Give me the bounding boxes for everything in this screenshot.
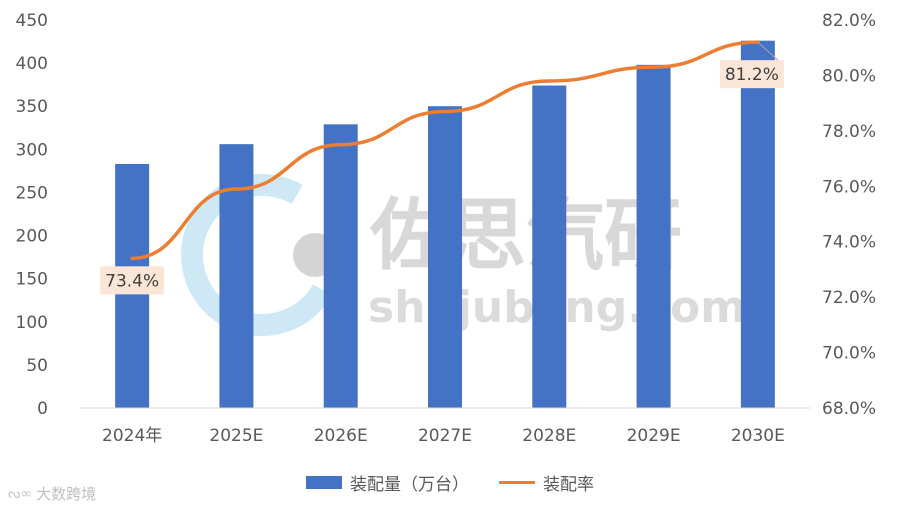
x-tick-label: 2027E xyxy=(418,426,472,446)
data-label-text: 81.2% xyxy=(725,65,779,85)
data-labels: 73.4% 81.2% xyxy=(100,41,784,295)
y-right-tick-label: 68.0% xyxy=(822,399,876,419)
y-right-tick-label: 76.0% xyxy=(822,177,876,197)
data-label-leader xyxy=(757,41,779,61)
bar-series xyxy=(115,40,775,409)
data-label-box xyxy=(719,60,784,89)
corner-watermark-text: 大数跨境 xyxy=(36,485,97,503)
y-right-tick-label: 82.0% xyxy=(822,11,876,31)
line-series xyxy=(130,40,760,261)
x-tick-label: 2026E xyxy=(314,426,368,446)
x-axis-labels: 2024年 2025E 2026E 2027E 2028E 2029E 2030E xyxy=(102,426,785,446)
y-axis-left: 0 50 100 150 200 250 300 350 400 450 xyxy=(16,11,48,419)
y-left-tick-label: 300 xyxy=(16,140,48,160)
bar xyxy=(636,64,671,408)
bar xyxy=(740,40,775,409)
y-left-tick-label: 100 xyxy=(16,313,48,333)
bar xyxy=(428,106,462,408)
y-left-tick-label: 200 xyxy=(16,227,48,247)
y-left-tick-label: 450 xyxy=(16,11,48,31)
legend-item-line: 装配率 xyxy=(499,470,594,495)
y-left-tick-label: 0 xyxy=(37,399,48,419)
y-right-tick-label: 72.0% xyxy=(822,288,876,308)
x-tick-label: 2030E xyxy=(731,426,785,446)
x-tick-label: 2024年 xyxy=(102,426,162,446)
bar xyxy=(219,144,254,408)
x-tick-label: 2028E xyxy=(522,426,576,446)
legend: 装配量（万台） 装配率 xyxy=(0,470,900,495)
y-right-tick-label: 80.0% xyxy=(822,66,876,86)
y-axis-right: 68.0% 70.0% 72.0% 74.0% 76.0% 78.0% 80.0% 82.0% xyxy=(822,11,876,419)
watermark-brand-text: 佐思汽研 xyxy=(369,191,682,281)
data-label-text: 73.4% xyxy=(105,271,159,291)
y-right-tick-label: 74.0% xyxy=(822,233,876,253)
corner-watermark: ᔓ∞ 大数跨境 xyxy=(8,483,96,504)
y-left-tick-label: 350 xyxy=(16,97,48,117)
y-left-tick-label: 250 xyxy=(16,183,48,203)
y-left-tick-label: 150 xyxy=(16,270,48,290)
y-left-tick-label: 400 xyxy=(16,54,48,74)
data-label-box xyxy=(100,266,165,295)
x-tick-label: 2029E xyxy=(627,426,681,446)
y-right-tick-label: 78.0% xyxy=(822,122,876,142)
legend-label-line: 装配率 xyxy=(543,475,594,495)
y-right-tick-label: 70.0% xyxy=(822,344,876,364)
bar xyxy=(323,124,358,408)
combo-chart: 佐思汽研 shujubang.com 050100150200250300350… xyxy=(16,11,876,446)
legend-swatch-bar xyxy=(306,476,342,489)
y-left-tick-label: 50 xyxy=(26,356,48,376)
legend-item-bar: 装配量（万台） xyxy=(306,470,469,495)
x-tick-label: 2025E xyxy=(209,426,263,446)
legend-label-bar: 装配量（万台） xyxy=(350,475,469,495)
legend-swatch-line xyxy=(499,481,535,484)
bar xyxy=(532,85,567,408)
weibo-icon: ᔓ∞ xyxy=(8,485,33,502)
